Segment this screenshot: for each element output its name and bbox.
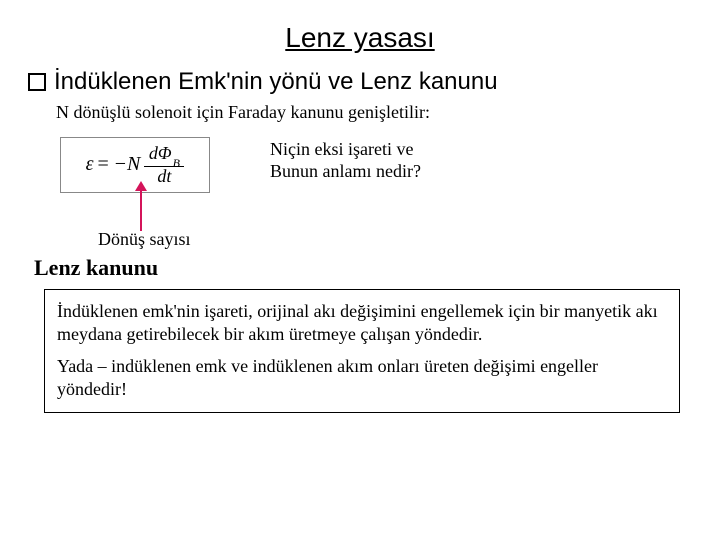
question-line1: Niçin eksi işareti ve (270, 139, 413, 159)
frac-num-sub: B (173, 156, 180, 170)
slide: Lenz yasası İndüklenen Emk'nin yönü ve L… (0, 0, 720, 540)
page-title: Lenz yasası (20, 22, 700, 54)
frac-num-phi: Φ (158, 143, 172, 163)
formula-denominator: dt (154, 167, 174, 186)
subtitle-row: İndüklenen Emk'nin yönü ve Lenz kanunu (28, 68, 700, 96)
formula-N: N (127, 153, 140, 176)
turns-count-label: Dönüş sayısı (98, 229, 191, 250)
section-heading: Lenz kanunu (34, 255, 700, 281)
explanation-text: N dönüşlü solenoit için Faraday kanunu g… (56, 102, 700, 123)
question-line2: Bunun anlamı nedir? (270, 161, 421, 181)
law-paragraph-1: İndüklenen emk'nin işareti, orijinal akı… (57, 300, 667, 345)
law-paragraph-2: Yada – indüklenen emk ve indüklenen akım… (57, 355, 667, 400)
arrow-up-icon (132, 181, 150, 231)
formula-epsilon: ε (86, 153, 94, 176)
formula-area: ε = − N dΦB dt Dönüş sayısı Niçin eksi i… (60, 133, 700, 243)
frac-num-d: d (149, 143, 158, 163)
faraday-formula: ε = − N dΦB dt (86, 144, 185, 186)
question-text: Niçin eksi işareti ve Bunun anlamı nedir… (270, 139, 421, 182)
formula-minus: − (115, 153, 126, 176)
formula-fraction: dΦB dt (144, 144, 184, 186)
lenz-law-box: İndüklenen emk'nin işareti, orijinal akı… (44, 289, 680, 413)
formula-equals: = (97, 153, 108, 176)
formula-numerator: dΦB (146, 144, 183, 166)
bullet-square-icon (28, 73, 46, 91)
subtitle: İndüklenen Emk'nin yönü ve Lenz kanunu (54, 68, 498, 96)
